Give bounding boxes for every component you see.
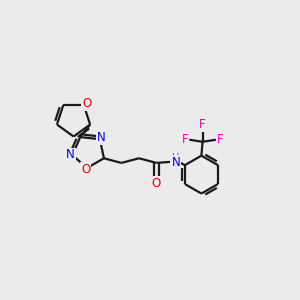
Text: N: N (171, 156, 180, 170)
Text: H: H (172, 153, 179, 163)
Text: O: O (82, 98, 91, 110)
Text: N: N (66, 148, 75, 161)
Text: F: F (182, 133, 188, 146)
Text: N: N (97, 131, 105, 144)
Text: F: F (199, 118, 206, 131)
Text: O: O (152, 177, 161, 190)
Text: O: O (81, 164, 90, 176)
Text: F: F (217, 133, 223, 146)
